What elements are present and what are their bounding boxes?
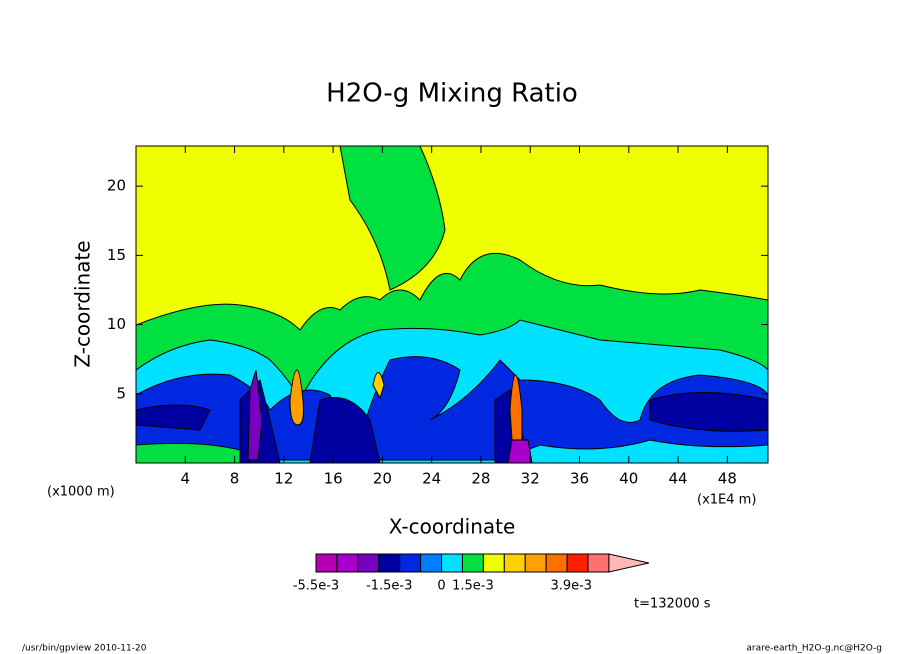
x-scale-note: (x1E4 m) <box>697 493 756 508</box>
footer-left: /usr/bin/gpview 2010-11-20 <box>22 644 147 654</box>
x-tick-label: 44 <box>669 470 688 488</box>
colorbar-box <box>399 553 422 573</box>
y-tick-label: 20 <box>107 177 126 195</box>
x-axis-label: X-coordinate <box>389 515 516 539</box>
colorbar-box <box>336 553 359 573</box>
contour-field <box>136 146 768 463</box>
y-tick-label: 10 <box>107 315 126 333</box>
x-tick-label: 12 <box>274 470 293 488</box>
x-tick-label: 4 <box>181 470 191 488</box>
colorbar-box <box>482 553 505 573</box>
x-tick-label: 48 <box>718 470 737 488</box>
x-tick-label: 32 <box>521 470 540 488</box>
plot-frame <box>135 145 769 464</box>
chart-title: H2O-g Mixing Ratio <box>326 79 578 109</box>
y-axis-label: Z-coordinate <box>71 240 95 367</box>
x-tick-label: 20 <box>373 470 392 488</box>
colorbar-label: 3.9e-3 <box>550 579 592 594</box>
x-tick-label: 36 <box>570 470 589 488</box>
colorbar-box <box>461 553 484 573</box>
colorbar-label: -1.5e-3 <box>366 579 412 594</box>
colorbar-box <box>566 553 589 573</box>
x-unit: (x1000 m) <box>47 485 115 500</box>
colorbar-box <box>587 553 610 573</box>
colorbar-box <box>524 553 547 573</box>
colorbar-box <box>357 553 380 573</box>
x-tick-label: 16 <box>324 470 343 488</box>
footer-right: arare-earth_H2O-g.nc@H2O-g <box>746 644 882 654</box>
colorbar-box <box>441 553 463 573</box>
x-tick-label: 40 <box>619 470 638 488</box>
x-tick-label: 24 <box>422 470 441 488</box>
colorbar-box <box>378 553 401 573</box>
x-tick-label: 28 <box>471 470 490 488</box>
colorbar-label: -5.5e-3 <box>293 579 339 594</box>
y-tick-label: 5 <box>116 384 126 402</box>
colorbar-arrow <box>608 553 650 573</box>
y-tick-label: 15 <box>107 246 126 264</box>
colorbar-label: 1.5e-3 <box>452 579 494 594</box>
colorbar-box <box>315 553 338 573</box>
x-tick-label: 8 <box>230 470 240 488</box>
colorbar-box <box>420 553 443 573</box>
colorbar-box <box>545 553 568 573</box>
time-label: t=132000 s <box>634 597 711 612</box>
colorbar-label: 0 <box>437 579 445 594</box>
colorbar-box <box>503 553 526 573</box>
